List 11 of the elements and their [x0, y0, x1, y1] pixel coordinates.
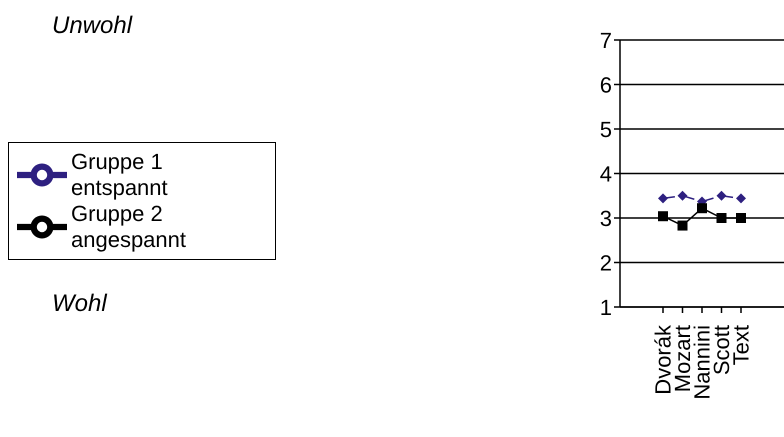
y-tick-label: 1	[600, 294, 612, 320]
y-tick-label: 2	[600, 250, 612, 276]
y-tick-label: 7	[600, 28, 612, 53]
legend-label: Gruppe 2 angespannt	[71, 201, 187, 253]
y-tick-label: 3	[600, 206, 612, 231]
text: Unwohl	[52, 12, 132, 40]
y-tick-label: 6	[600, 72, 612, 98]
y-tick-label: 4	[600, 161, 612, 186]
y-tick-label: 5	[600, 116, 612, 142]
legend-label: Gruppe 1 entspannt	[71, 149, 169, 201]
text: Wohl	[52, 290, 107, 318]
